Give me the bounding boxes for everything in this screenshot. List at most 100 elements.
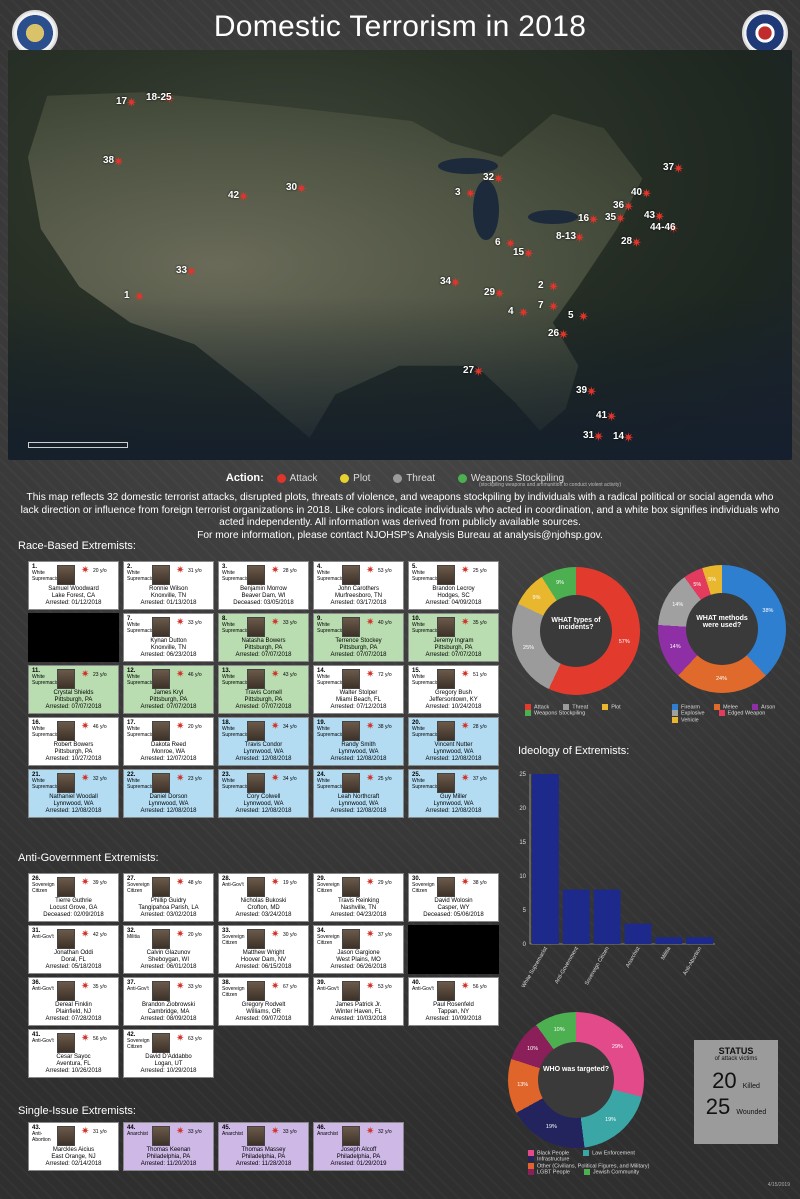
attack-icon: ✷ (366, 929, 375, 940)
photo-avatar (437, 565, 455, 585)
attack-icon: ✷ (461, 617, 470, 628)
attack-marker-icon: ✷ (134, 289, 145, 304)
card-group: White Supremacist (412, 622, 440, 634)
card-age: 30 y/o (283, 932, 297, 938)
card-location: Hoover Dam, NV (240, 957, 287, 963)
photo-avatar (57, 721, 75, 741)
legend-attack: Attack (276, 473, 317, 484)
card-location: Knoxville, TN (150, 645, 187, 651)
y-tick-label: 5 (523, 908, 527, 914)
legend-label: Action: (225, 472, 264, 484)
card-name: Kynan Dutton (150, 638, 187, 644)
plot-icon (340, 473, 350, 483)
legend-entry: Edged Weapon (718, 710, 765, 717)
card-name: Phillip Guidry (150, 898, 187, 904)
legend-text: Attack (534, 704, 550, 711)
card-location: Pittsburgh, PA (434, 645, 473, 651)
extremist-card: 9. White Supremacist ✷ 40 y/o Terrence Stock… (313, 613, 404, 662)
y-tick-label: 20 (519, 806, 526, 812)
card-status: Arrested: 12/08/2018 (235, 756, 292, 762)
status-title: STATUS (718, 1046, 754, 1056)
map-marker-label: 14 (613, 431, 625, 442)
card-number: 4. (317, 564, 323, 570)
card-group: White Supremacist (127, 570, 155, 582)
card-name: Natasha Bowers (241, 638, 286, 644)
map-marker-label: 2 (538, 280, 544, 291)
percent-label: 29% (611, 1044, 623, 1051)
attack-icon: ✷ (461, 669, 470, 680)
legend-text: Explosive (681, 710, 705, 717)
map-marker-label: 43 (644, 210, 656, 221)
extremist-card (408, 925, 499, 974)
card-age: 20 y/o (188, 724, 202, 730)
card-location: Pittsburgh, PA (244, 697, 283, 703)
card-name: Thomas Keenan (146, 1147, 191, 1153)
card-group: Sovereign Citizen (127, 882, 150, 894)
card-age: 29 y/o (378, 880, 392, 886)
card-location: Pittsburgh, PA (54, 697, 93, 703)
card-age: 67 y/o (283, 984, 297, 990)
extremist-card: 36. Anti-Gov't ✷ 35 y/o Dereal Finklin Plainf… (28, 977, 119, 1026)
card-name: Thomas Massey (241, 1147, 286, 1153)
wounded-count: 25 (705, 1094, 731, 1119)
card-name: Samuel Woodward (48, 586, 99, 592)
card-number: 41. (32, 1032, 41, 1038)
card-location: Knoxville, TN (150, 593, 187, 599)
extremist-card: 10. White Supremacist ✷ 35 y/o Jeremy Ingram… (408, 613, 499, 662)
extremist-card: 44. Anarchist ✷ 33 y/o Thomas Keenan Philadel… (123, 1122, 214, 1171)
attack-marker-icon: ✷ (606, 409, 617, 424)
card-location: Pittsburgh, PA (244, 645, 283, 651)
legend-swatch (718, 710, 725, 717)
photo-avatar (57, 1126, 75, 1146)
attack-marker-icon: ✷ (631, 235, 642, 250)
card-number: 16. (32, 720, 41, 726)
card-age: 48 y/o (188, 880, 202, 886)
extremist-card: 15. White Supremacist ✷ 51 y/o Gregory Bush J… (408, 665, 499, 714)
card-group: White Supremacist (317, 674, 345, 686)
legend-entry: LGBT People (528, 1169, 570, 1176)
card-group: Anti-Gov't (412, 986, 434, 992)
photo-avatar (247, 981, 265, 1001)
card-name: Terrence Stockey (335, 638, 382, 644)
card-status: Arrested: 01/13/2018 (140, 600, 197, 606)
percent-label: 13% (517, 1081, 529, 1088)
card-group: White Supremacist (222, 778, 250, 790)
card-age: 43 y/o (283, 672, 297, 678)
legend-swatch (672, 716, 678, 723)
card-status: Arrested: 06/15/2018 (235, 964, 292, 970)
card-status: Arrested: 12/07/2018 (140, 756, 197, 762)
percent-label: 19% (545, 1124, 557, 1131)
card-group: Anti-Gov't (32, 986, 54, 992)
card-location: Cambridge, MA (147, 1009, 190, 1015)
donut2-hole (686, 593, 758, 665)
map-marker-label: 32 (483, 172, 495, 183)
card-status: Arrested: 11/28/2018 (235, 1161, 292, 1167)
x-tick-label: Anti-Government (554, 946, 580, 985)
card-group: White Supremacist (317, 726, 345, 738)
card-status: Arrested: 07/28/2018 (45, 1016, 102, 1022)
photo-avatar (152, 1126, 170, 1146)
map-marker-label: 42 (228, 190, 240, 201)
map-marker-label: 18-25 (146, 92, 172, 103)
card-group: White Supremacist (317, 622, 345, 634)
attack-icon: ✷ (271, 929, 280, 940)
card-location: Casper, WY (437, 905, 470, 911)
photo-avatar (57, 929, 75, 949)
card-name: Travis Cornell (245, 690, 282, 696)
legend-entry: Law Enforcement (583, 1150, 635, 1156)
card-status: Arrested: 07/12/2018 (330, 704, 387, 710)
legend-swatch (602, 704, 609, 710)
bar (686, 937, 713, 944)
attack-marker-icon: ✷ (588, 212, 599, 227)
card-location: Sheboygan, WI (147, 957, 190, 963)
card-location: West Plains, MO (336, 957, 381, 963)
map-marker-label: 31 (583, 430, 595, 441)
card-location: Jeffersontown, KY (429, 697, 478, 703)
attack-icon: ✷ (81, 669, 90, 680)
attack-icon: ✷ (81, 1126, 90, 1137)
attack-marker-icon: ✷ (186, 264, 197, 279)
card-number: 32. (127, 928, 136, 934)
legend-entry: Black People (528, 1150, 569, 1156)
legend-entry: Firearm (672, 704, 700, 710)
